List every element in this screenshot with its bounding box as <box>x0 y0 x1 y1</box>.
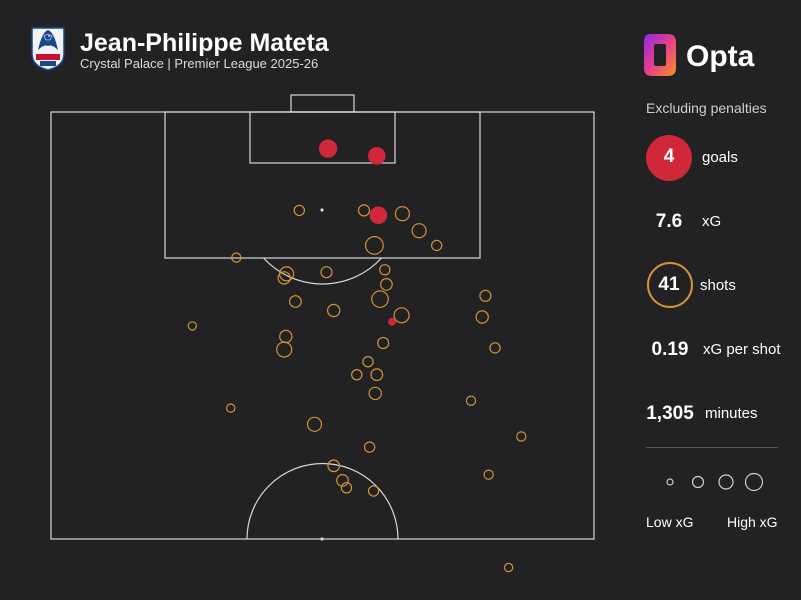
xg-value: 7.6 <box>655 211 683 232</box>
goals-label: goals <box>702 149 738 166</box>
crystal-palace-crest-icon <box>31 27 65 71</box>
shots-label: shots <box>700 277 736 294</box>
excluding-penalties-note: Excluding penalties <box>646 100 767 116</box>
shot-marker <box>340 482 353 494</box>
shot-marker <box>489 342 501 354</box>
penalty-arc <box>263 257 382 285</box>
legend-high-label: High xG <box>727 514 778 530</box>
shot-marker <box>293 204 305 217</box>
legend-circle <box>718 474 734 490</box>
minutes-label: minutes <box>705 405 758 422</box>
brand-name: Opta <box>686 40 755 73</box>
legend-circle <box>691 475 705 489</box>
shot-marker <box>371 290 389 308</box>
shot-marker <box>368 386 382 401</box>
shot-marker <box>279 329 293 344</box>
goal-marker <box>318 139 338 158</box>
shot-marker <box>231 252 242 263</box>
shot-marker <box>289 295 302 308</box>
shot-marker <box>187 321 197 331</box>
goal-marker <box>369 206 388 225</box>
shot-marker <box>475 310 489 324</box>
xg-per-shot-label: xG per shot <box>703 341 781 358</box>
goals-value: 4 <box>663 146 675 167</box>
legend-circle <box>744 472 764 492</box>
centre-spot <box>320 537 324 541</box>
shot-marker <box>380 278 393 291</box>
xg-label: xG <box>702 213 722 230</box>
penalty-spot <box>320 208 324 212</box>
shot-marker <box>363 441 376 453</box>
legend-circle <box>666 478 674 486</box>
shot-marker <box>393 307 410 324</box>
shot-marker <box>277 271 291 285</box>
shot-marker <box>370 368 384 382</box>
stats-divider <box>646 447 778 448</box>
shots-value: 41 <box>658 274 680 295</box>
xg-legend <box>666 472 764 492</box>
shot-marker <box>411 223 427 239</box>
goal-marker <box>388 317 396 326</box>
centre-circle <box>246 462 399 540</box>
minutes-value: 1,305 <box>646 403 694 424</box>
shot-marker <box>362 356 374 368</box>
shot-marker <box>365 235 384 255</box>
shots-layer <box>187 139 527 573</box>
shot-marker <box>516 431 527 442</box>
shot-marker <box>431 239 443 252</box>
shot-marker <box>336 474 349 487</box>
shot-marker <box>327 459 341 473</box>
shot-marker <box>377 336 390 350</box>
goals-badge <box>646 135 692 181</box>
pitch-lines <box>50 94 595 540</box>
shot-marker <box>276 341 293 358</box>
xg-per-shot-value: 0.19 <box>651 339 689 360</box>
shot-marker <box>225 403 236 413</box>
shot-marker <box>379 264 391 276</box>
pitch-outline <box>50 111 595 540</box>
shot-marker <box>327 303 341 318</box>
penalty-area <box>164 111 481 259</box>
shot-marker <box>320 266 333 279</box>
player-name: Jean-Philippe Mateta <box>80 29 329 57</box>
goal <box>290 94 355 113</box>
subtitle: Crystal Palace | Premier League 2025-26 <box>80 56 319 71</box>
shot-marker <box>357 204 371 217</box>
shot-marker <box>394 206 410 222</box>
shots-badge <box>647 262 693 308</box>
goal-marker <box>368 147 386 165</box>
shot-marker <box>503 562 514 573</box>
opta-logo: Opta <box>644 34 755 76</box>
shot-marker <box>279 266 295 282</box>
legend-low-label: Low xG <box>646 514 694 530</box>
shot-marker <box>479 289 492 302</box>
shot-marker <box>306 416 323 432</box>
shot-marker <box>483 469 494 480</box>
shot-marker <box>351 369 363 381</box>
shot-marker <box>367 485 380 497</box>
shot-marker <box>465 395 477 406</box>
